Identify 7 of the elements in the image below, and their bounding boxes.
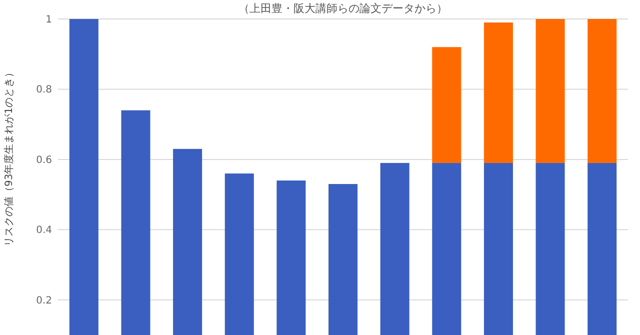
y-tick-label: 0.4 — [36, 225, 52, 236]
y-axis-title: リスクの値（93年度生まれが1のとき） — [3, 67, 15, 247]
y-tick-label: 0.2 — [36, 295, 52, 306]
y-tick-label: 0.8 — [36, 84, 52, 96]
y-tick-label: 1 — [46, 14, 52, 26]
y-tick-label: 0.6 — [36, 154, 52, 166]
chart-title: （上田豊・阪大講師らの論文データから） — [238, 2, 448, 15]
